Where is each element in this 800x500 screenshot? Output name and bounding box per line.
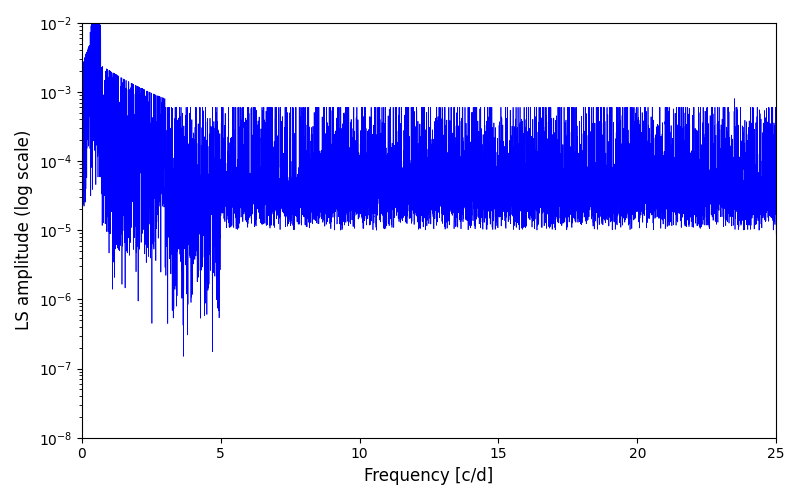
Y-axis label: LS amplitude (log scale): LS amplitude (log scale) bbox=[15, 130, 33, 330]
X-axis label: Frequency [c/d]: Frequency [c/d] bbox=[364, 467, 494, 485]
